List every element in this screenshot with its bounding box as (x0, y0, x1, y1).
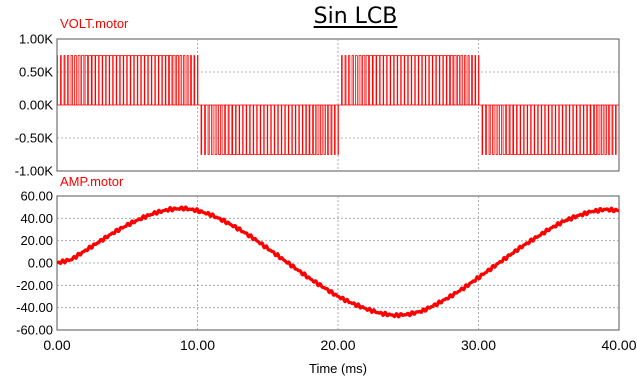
x-tick-label: 10.00 (180, 337, 215, 353)
series-line-amp (57, 205, 619, 319)
x-tick-label: 40.00 (601, 337, 636, 353)
figure-title: Sin LCB (313, 4, 398, 29)
y-tick-label: -20.00 (16, 278, 53, 293)
x-axis-label: Time (ms) (309, 361, 367, 376)
y-tick-label: 0.00 (28, 256, 53, 271)
y-tick-label: -1.00K (15, 164, 54, 179)
y-tick-label: -40.00 (16, 300, 53, 315)
y-tick-label: 1.00K (19, 32, 53, 47)
x-tick-label: 20.00 (320, 337, 355, 353)
x-tick-label: 0.00 (43, 337, 70, 353)
y-tick-label: 40.00 (20, 211, 53, 226)
series-label-1: VOLT.motor (60, 16, 129, 31)
y-tick-label: -0.50K (15, 131, 54, 146)
y-tick-label: 0.00K (19, 98, 53, 113)
series-line-volt (57, 55, 619, 155)
y-tick-label: 60.00 (20, 189, 53, 204)
series-label-2: AMP.motor (60, 174, 124, 189)
x-tick-label: 30.00 (461, 337, 496, 353)
y-tick-label: -60.00 (16, 323, 53, 338)
y-tick-label: 0.50K (19, 65, 53, 80)
y-tick-label: 20.00 (20, 233, 53, 248)
